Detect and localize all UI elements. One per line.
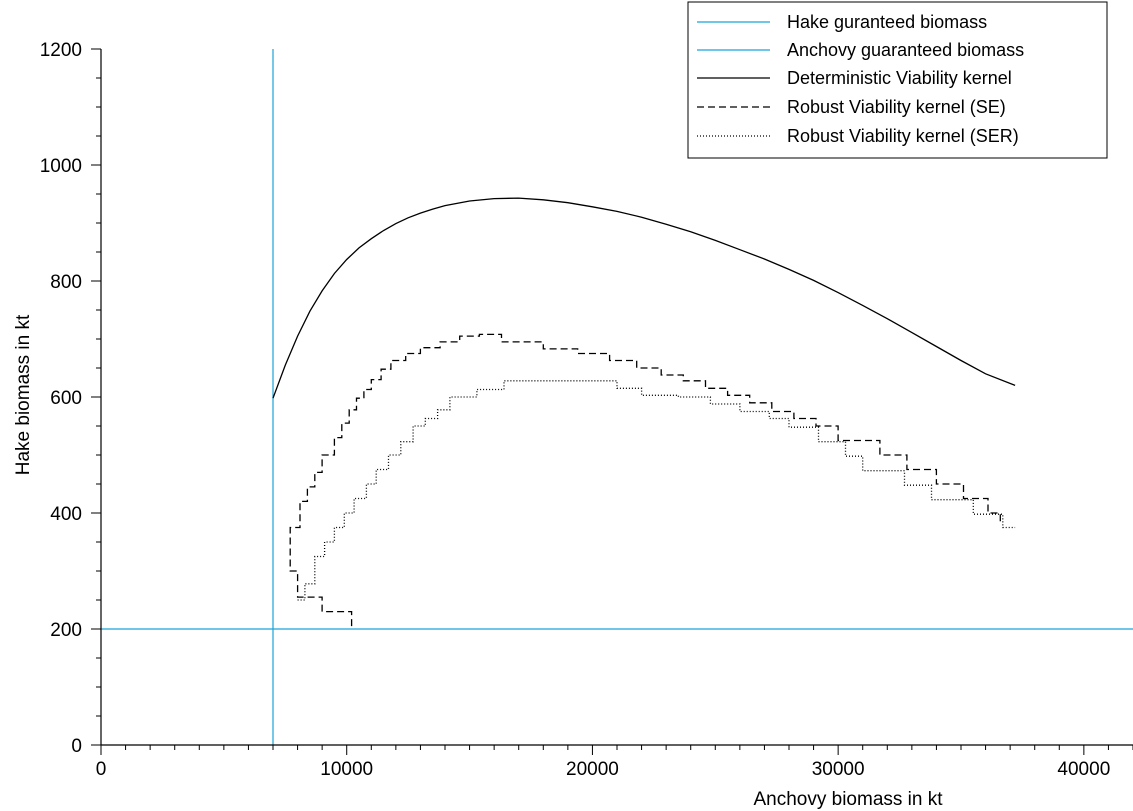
y-tick-label: 200 <box>50 620 82 641</box>
legend-label-hake-guaranteed: Hake guranteed biomass <box>787 12 987 32</box>
x-tick-label: 10000 <box>320 759 373 780</box>
y-tick-label: 400 <box>50 504 82 525</box>
x-tick-label: 40000 <box>1057 759 1110 780</box>
x-tick-label: 30000 <box>812 759 865 780</box>
y-tick-label: 1200 <box>40 40 82 61</box>
x-tick-label: 20000 <box>566 759 619 780</box>
legend-label-deterministic: Deterministic Viability kernel <box>787 68 1012 88</box>
legend-label-robust-se: Robust Viability kernel (SE) <box>787 97 1006 117</box>
plot-area <box>101 49 1133 745</box>
legend: Hake guranteed biomass Anchovy guarantee… <box>687 1 1108 159</box>
axes: 0 10000 20000 30000 40000 0 200 400 600 800 1000 12… <box>40 40 1133 780</box>
y-tick-label: 800 <box>50 272 82 293</box>
x-tick-label: 0 <box>96 759 107 780</box>
legend-label-anchovy-guaranteed: Anchovy guaranteed biomass <box>787 40 1024 60</box>
y-tick-label: 1000 <box>40 156 82 177</box>
robust-kernel-se-line <box>289 333 1001 627</box>
y-tick-label: 0 <box>71 736 82 757</box>
robust-kernel-ser-line <box>297 380 1016 601</box>
y-tick-label: 600 <box>50 388 82 409</box>
deterministic-kernel-line <box>272 197 1016 399</box>
x-axis-label: Anchovy biomass in kt <box>753 789 943 810</box>
y-axis-label: Hake biomass in kt <box>13 314 34 475</box>
legend-box <box>687 1 1108 159</box>
legend-label-robust-ser: Robust Viability kernel (SER) <box>787 126 1019 146</box>
